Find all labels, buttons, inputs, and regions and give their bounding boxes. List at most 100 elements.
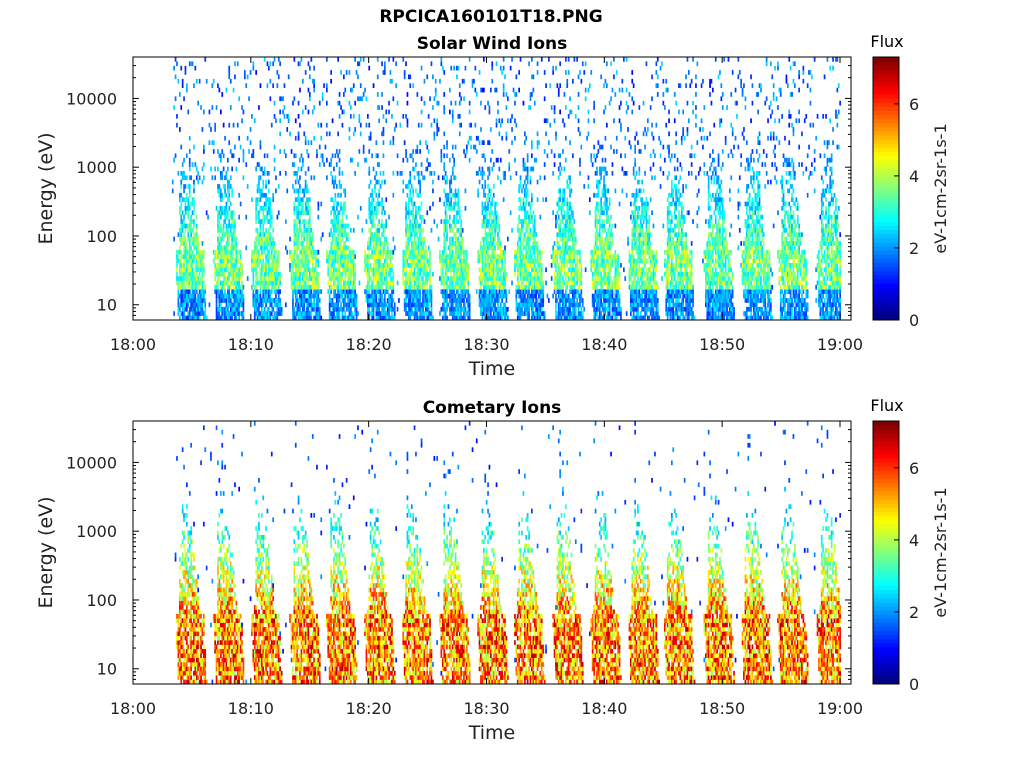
heatmap-cell [174, 57, 177, 62]
heatmap-cell [384, 241, 386, 246]
heatmap-cell [491, 78, 494, 84]
heatmap-cell [333, 228, 335, 233]
heatmap-cell [516, 311, 519, 316]
heatmap-cell [542, 298, 545, 303]
heatmap-cell [180, 276, 183, 281]
heatmap-cell [474, 65, 477, 71]
heatmap-cell [406, 263, 409, 268]
heatmap-cell [440, 280, 443, 286]
heatmap-cell [529, 201, 532, 207]
heatmap-cell [425, 311, 427, 316]
heatmap-cell [526, 284, 529, 290]
heatmap-cell [490, 306, 492, 312]
heatmap-cell [272, 306, 274, 312]
heatmap-cell [181, 289, 184, 294]
heatmap-cell [362, 92, 365, 97]
heatmap-cell [238, 249, 240, 255]
heatmap-cell [188, 267, 191, 273]
heatmap-cell [179, 315, 181, 321]
heatmap-cell [437, 100, 440, 106]
heatmap-cell [215, 249, 218, 255]
heatmap-cell [362, 149, 365, 154]
heatmap-cell [490, 267, 492, 273]
heatmap-cell [457, 280, 460, 286]
heatmap-cell [446, 236, 448, 242]
heatmap-cell [533, 258, 536, 264]
heatmap-cell [328, 131, 331, 137]
heatmap-cell [495, 315, 498, 321]
heatmap-cell [464, 206, 467, 211]
heatmap-cell [410, 267, 413, 273]
heatmap-cell [450, 289, 453, 294]
heatmap-cell [446, 276, 448, 281]
heatmap-cell [310, 289, 313, 294]
heatmap-cell [463, 267, 465, 273]
heatmap-cell [273, 114, 276, 119]
heatmap-cell [498, 267, 501, 273]
heatmap-cell [190, 293, 192, 299]
heatmap-cell [531, 263, 533, 268]
heatmap-cell [382, 228, 385, 233]
heatmap-cell [268, 263, 270, 268]
heatmap-cell [302, 241, 304, 246]
heatmap-cell [376, 197, 379, 202]
heatmap-cell [270, 219, 273, 224]
heatmap-cell [413, 267, 416, 273]
heatmap-cell [443, 293, 446, 299]
heatmap-cell [528, 223, 530, 229]
heatmap-cell [422, 298, 424, 303]
heatmap-cell [375, 232, 378, 237]
heatmap-cell [389, 298, 392, 303]
heatmap-cell [234, 276, 236, 281]
heatmap-cell [369, 232, 372, 237]
heatmap-cell [220, 263, 222, 268]
heatmap-cell [193, 306, 195, 312]
heatmap-cell [494, 267, 496, 273]
heatmap-cell [225, 249, 228, 255]
heatmap-cell [524, 302, 526, 308]
heatmap-cell [231, 249, 233, 255]
heatmap-cell [454, 144, 457, 150]
heatmap-cell [317, 284, 320, 290]
heatmap-cell [197, 100, 199, 106]
heatmap-cell [269, 263, 272, 268]
heatmap-cell [420, 65, 423, 71]
heatmap-cell [451, 219, 454, 224]
heatmap-cell [344, 267, 347, 273]
heatmap-cell [458, 92, 461, 97]
heatmap-cell [543, 118, 546, 124]
heatmap-cell [410, 219, 413, 224]
heatmap-cell [241, 118, 243, 124]
heatmap-cell [255, 249, 257, 255]
heatmap-cell [405, 267, 407, 273]
heatmap-cell [401, 171, 403, 176]
heatmap-cell [344, 276, 347, 281]
heatmap-cell [306, 267, 308, 273]
heatmap-cell [197, 306, 199, 312]
heatmap-cell [502, 271, 505, 277]
heatmap-cell [293, 236, 296, 242]
heatmap-cell [498, 293, 501, 299]
heatmap-cell [457, 284, 460, 290]
heatmap-cell [270, 284, 273, 290]
heatmap-cell [528, 241, 530, 246]
heatmap-cell [415, 254, 417, 259]
heatmap-cell [487, 206, 489, 211]
heatmap-cell [262, 206, 265, 211]
heatmap-cell [221, 149, 224, 154]
heatmap-cell [236, 276, 239, 281]
heatmap-cell [504, 254, 506, 259]
heatmap-cell [289, 267, 291, 273]
heatmap-cell [498, 241, 501, 246]
heatmap-cell [275, 188, 277, 194]
heatmap-cell [374, 210, 376, 216]
heatmap-cell [384, 298, 386, 303]
heatmap-cell [300, 263, 303, 268]
heatmap-cell [307, 61, 310, 67]
heatmap-cell [326, 175, 328, 181]
heatmap-cell [429, 311, 431, 316]
heatmap-cell [490, 87, 492, 93]
heatmap-cell [521, 249, 523, 255]
heatmap-cell [381, 306, 383, 312]
heatmap-cell [443, 228, 446, 233]
